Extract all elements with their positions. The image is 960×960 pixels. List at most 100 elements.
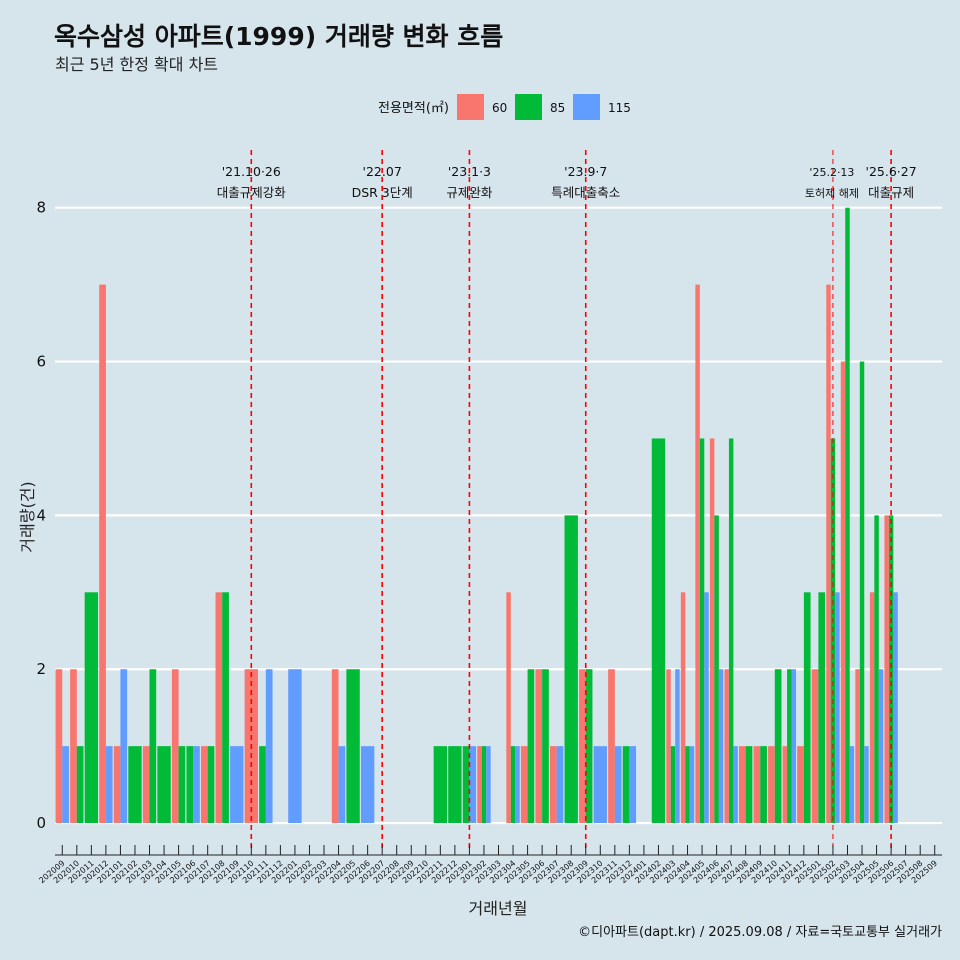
- annotation-label: DSR 3단계: [352, 185, 413, 200]
- bar-202411-85: [787, 669, 792, 824]
- legend-swatch-115: [573, 94, 600, 120]
- bar-202211-85: [433, 746, 448, 824]
- bar-202304-115: [515, 746, 520, 824]
- bar-202201-115: [288, 669, 302, 824]
- bar-202402-85: [651, 438, 666, 824]
- bar-202103-85: [149, 669, 157, 824]
- bar-202502-60: [826, 284, 831, 824]
- y-axis: 0 2 4 6 8: [36, 199, 46, 832]
- bar-202308-85: [564, 515, 578, 824]
- annotation-date: '21.10·26: [222, 164, 281, 179]
- y-tick-label: 8: [36, 199, 46, 217]
- bar-202404-115: [689, 746, 695, 824]
- bar-202408-60: [739, 746, 746, 824]
- bar-202012-60: [99, 284, 106, 824]
- bar-202311-115: [614, 746, 622, 824]
- bar-202407-60: [724, 669, 729, 824]
- legend: 전용면적(㎡) 60 85 115: [378, 94, 631, 120]
- bar-202406-85: [714, 515, 719, 824]
- bar-202406-115: [718, 669, 724, 824]
- bar-202504-115: [864, 746, 869, 824]
- bar-202412-85: [803, 592, 811, 824]
- bar-202306-60: [535, 669, 543, 824]
- bar-202403-85: [670, 746, 676, 824]
- y-tick-label: 6: [36, 353, 46, 371]
- bar-202106-115: [193, 746, 200, 824]
- x-axis-title: 거래년월: [469, 899, 528, 918]
- annotations: '21.10·26 대출규제강화 '22.07 DSR 3단계 '23.1·3 규제완화 '…: [217, 150, 917, 850]
- annotation-label: 대출규제강화: [217, 185, 287, 200]
- bar-202501-85: [818, 592, 826, 824]
- legend-label-60: 60: [492, 101, 507, 115]
- bar-202505-60: [869, 592, 875, 824]
- bar-202111-115: [265, 669, 273, 824]
- bar-202506-85: [888, 515, 894, 824]
- bar-202404-60: [680, 592, 686, 824]
- bar-202405-85: [699, 438, 705, 824]
- annotation-date: '22.07: [363, 164, 402, 179]
- bar-202107-60: [200, 746, 208, 824]
- bar-202310-115: [593, 746, 607, 824]
- bar-202403-115: [675, 669, 680, 824]
- bar-202503-60: [840, 361, 846, 824]
- bar-202504-85: [859, 361, 865, 824]
- bar-202411-60: [782, 746, 788, 824]
- bar-202101-115: [120, 669, 128, 824]
- bar-202012-115: [105, 746, 113, 824]
- bar-202408-85: [745, 746, 753, 824]
- x-axis: 2020092020102020112020122021012021022021…: [37, 845, 942, 885]
- bar-202307-115: [556, 746, 564, 824]
- caption: ©디아파트(dapt.kr) / 2025.09.08 / 자료=국토교통부 실…: [578, 925, 942, 940]
- bar-202107-85: [207, 746, 215, 824]
- legend-label-115: 115: [608, 101, 631, 115]
- bar-202010-60: [70, 669, 77, 824]
- y-tick-label: 4: [36, 506, 46, 524]
- bar-202312-115: [629, 746, 637, 824]
- y-tick-label: 0: [36, 814, 46, 832]
- y-axis-title: 거래량(건): [18, 481, 37, 552]
- bar-202409-60: [753, 746, 761, 824]
- bar-202106-85: [186, 746, 194, 824]
- bar-202504-60: [855, 669, 860, 824]
- bar-202108-60: [215, 592, 223, 824]
- bar-202503-115: [849, 746, 855, 824]
- bar-202302-60: [477, 746, 482, 824]
- bar-202301-115: [469, 746, 477, 824]
- annotation-date: '23.1·3: [448, 164, 491, 179]
- bar-202108-85: [222, 592, 229, 824]
- bar-202411-115: [791, 669, 797, 824]
- bar-202405-115: [704, 592, 709, 824]
- legend-title: 전용면적(㎡): [378, 101, 449, 116]
- bar-202101-60: [113, 746, 121, 824]
- y-tick-label: 2: [36, 660, 46, 678]
- annotation-date: '23.9·7: [564, 164, 607, 179]
- bar-202505-85: [874, 515, 879, 824]
- chart-title: 옥수삼성 아파트(1999) 거래량 변화 흐름: [54, 22, 503, 51]
- bar-202502-115: [835, 592, 840, 824]
- bar-202505-115: [878, 669, 884, 824]
- annotation-date: '25.6·27: [866, 164, 917, 179]
- bar-202009-115: [62, 746, 69, 824]
- bar-202406-60: [709, 438, 715, 824]
- bar-202304-85: [510, 746, 516, 824]
- annotation-label: 대출규제: [868, 185, 914, 200]
- bar-202506-60: [884, 515, 889, 824]
- bar-202405-60: [695, 284, 700, 824]
- bar-202009-60: [55, 669, 63, 824]
- annotation-date: '25.2·13: [809, 166, 854, 179]
- bar-202105-60: [171, 669, 179, 824]
- bar-202010-85: [76, 746, 84, 824]
- bar-202305-85: [527, 669, 535, 824]
- bar-202204-115: [338, 746, 346, 824]
- annotation-label: 규제완화: [446, 185, 493, 200]
- bar-202204-60: [331, 669, 339, 824]
- bar-202312-85: [622, 746, 630, 824]
- bar-202311-60: [608, 669, 615, 824]
- bar-202109-115: [230, 746, 244, 824]
- bar-202407-85: [728, 438, 734, 824]
- bar-202503-85: [845, 207, 850, 824]
- legend-label-85: 85: [550, 101, 565, 115]
- bar-202206-115: [360, 746, 375, 824]
- chart-subtitle: 최근 5년 한정 확대 차트: [55, 55, 218, 74]
